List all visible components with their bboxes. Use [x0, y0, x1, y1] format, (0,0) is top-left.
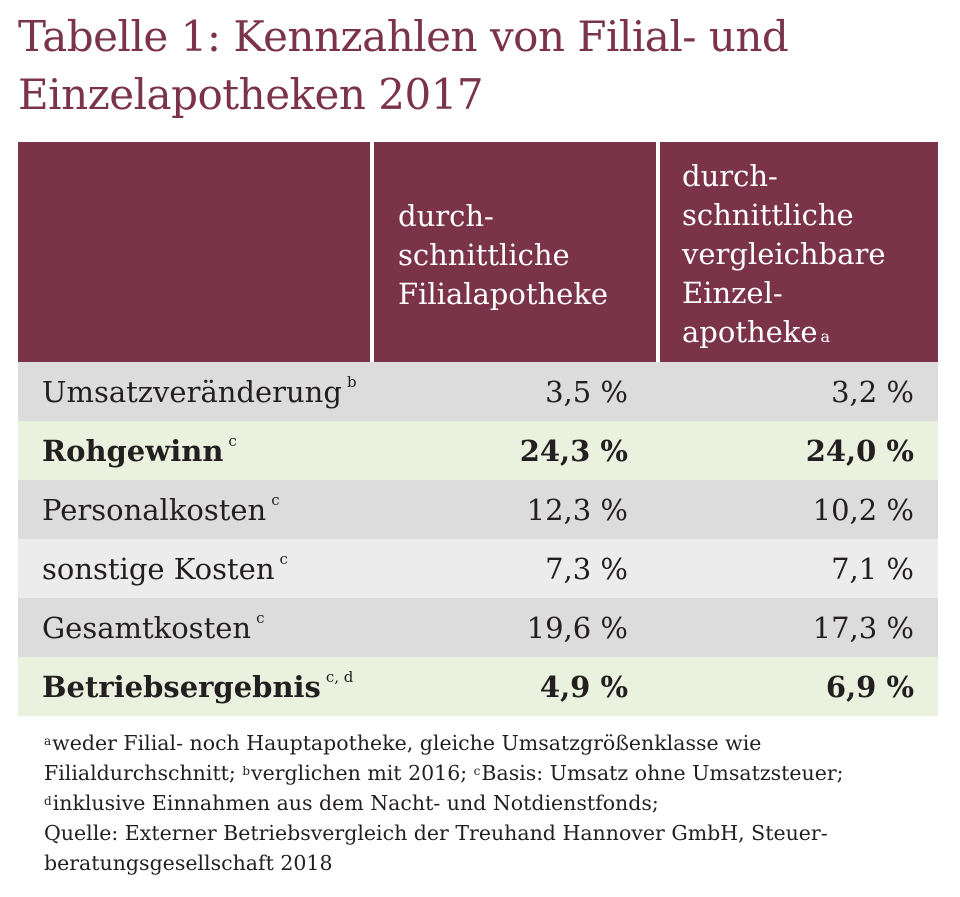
row-label-text: Gesamtkosten [42, 610, 252, 645]
table-row: Personalkosten c 12,3 % 10,2 % [18, 480, 938, 539]
header-col2-line: Einzel- [682, 276, 783, 310]
footnote-marker: b [242, 764, 251, 778]
value-einzelapotheke: 6,9 % [825, 669, 914, 704]
table-row: Rohgewinn c 24,3 % 24,0 % [18, 421, 938, 480]
footnote-marker: a [44, 734, 52, 748]
footnote-c-text: Basis: Umsatz ohne Umsatzsteuer; [481, 761, 844, 785]
title-line-1: Tabelle 1: Kennzahlen von Filial- und [18, 12, 789, 61]
row-label-text: Rohgewinn [42, 433, 224, 468]
value-filialapotheke: 3,5 % [545, 374, 628, 409]
value-einzelapotheke: 24,0 % [805, 433, 914, 468]
row-label-text: Umsatzveränderung [42, 374, 342, 409]
table-row: Betriebsergebnis c, d 4,9 % 6,9 % [18, 657, 938, 716]
table-row: sonstige Kosten c 7,3 % 7,1 % [18, 539, 938, 598]
row-label: Umsatzveränderung b [18, 372, 374, 409]
source-line: beratungsgesellschaft 2018 [44, 851, 333, 875]
footnote-line: aweder Filial- noch Hauptapotheke, gleic… [44, 728, 944, 758]
header-col1-line: durch- [398, 199, 494, 233]
footnote-marker: c [228, 431, 237, 450]
footnote-marker: a [820, 327, 831, 346]
footnote-line: dinklusive Einnahmen aus dem Nacht- und … [44, 788, 944, 818]
row-label-text: sonstige Kosten [42, 551, 275, 586]
row-label: Gesamtkosten c [18, 608, 374, 645]
header-col2-line: schnittliche [682, 198, 854, 232]
value-filialapotheke: 19,6 % [526, 610, 628, 645]
footnote-marker: b [346, 372, 357, 391]
table-row: Gesamtkosten c 19,6 % 17,3 % [18, 598, 938, 657]
value-einzelapotheke: 17,3 % [812, 610, 914, 645]
footnote-a-text: weder Filial- noch Hauptapotheke, gleich… [52, 731, 762, 755]
value-einzelapotheke: 10,2 % [812, 492, 914, 527]
header-col2-word: apotheke [682, 315, 818, 349]
row-label: Betriebsergebnis c, d [18, 667, 374, 704]
table-row: Umsatzveränderung b 3,5 % 3,2 % [18, 362, 938, 421]
value-filialapotheke: 24,3 % [519, 433, 628, 468]
header-einzelapotheke: durch- schnittliche vergleichbare Einzel… [660, 142, 938, 362]
header-col1-line: Filialapotheke [398, 277, 609, 311]
footnote-marker: c, d [325, 667, 354, 686]
value-filialapotheke: 7,3 % [545, 551, 628, 586]
footnote-marker: c [271, 490, 280, 509]
footnote-marker: c [256, 608, 265, 627]
table-header: durch- schnittliche Filialapotheke durch… [18, 142, 938, 362]
row-label-text: Betriebsergebnis [42, 669, 321, 704]
data-table: durch- schnittliche Filialapotheke durch… [18, 142, 938, 716]
footnote-b-text: verglichen mit 2016; [251, 761, 474, 785]
value-einzelapotheke: 3,2 % [831, 374, 914, 409]
row-label: Rohgewinn c [18, 431, 374, 468]
source-line: Quelle: Externer Betriebsvergleich der T… [44, 821, 828, 845]
footnote-marker: d [44, 794, 52, 808]
header-col2-line: vergleichbare [682, 237, 886, 271]
header-col2-line-last: apotheke a [682, 313, 938, 352]
title-line-2: Einzelapotheken 2017 [18, 70, 484, 119]
footnote-a-continued: Filialdurchschnitt; [44, 761, 243, 785]
value-filialapotheke: 12,3 % [526, 492, 628, 527]
value-filialapotheke: 4,9 % [539, 669, 628, 704]
header-filialapotheke: durch- schnittliche Filialapotheke [374, 142, 656, 362]
header-col2-line: durch- [682, 159, 778, 193]
row-label: sonstige Kosten c [18, 549, 374, 586]
footnote-marker: c [473, 764, 481, 778]
footnote-line: Filialdurchschnitt; bverglichen mit 2016… [44, 758, 944, 788]
footnote-d-text: inklusive Einnahmen aus dem Nacht- und N… [52, 791, 659, 815]
header-empty-cell [18, 142, 370, 362]
row-label: Personalkosten c [18, 490, 374, 527]
footnotes: aweder Filial- noch Hauptapotheke, gleic… [44, 728, 944, 878]
row-label-text: Personalkosten [42, 492, 267, 527]
footnote-marker: c [279, 549, 288, 568]
header-col1-line: schnittliche [398, 238, 570, 272]
table-title: Tabelle 1: Kennzahlen von Filial- und Ei… [18, 8, 948, 124]
value-einzelapotheke: 7,1 % [831, 551, 914, 586]
